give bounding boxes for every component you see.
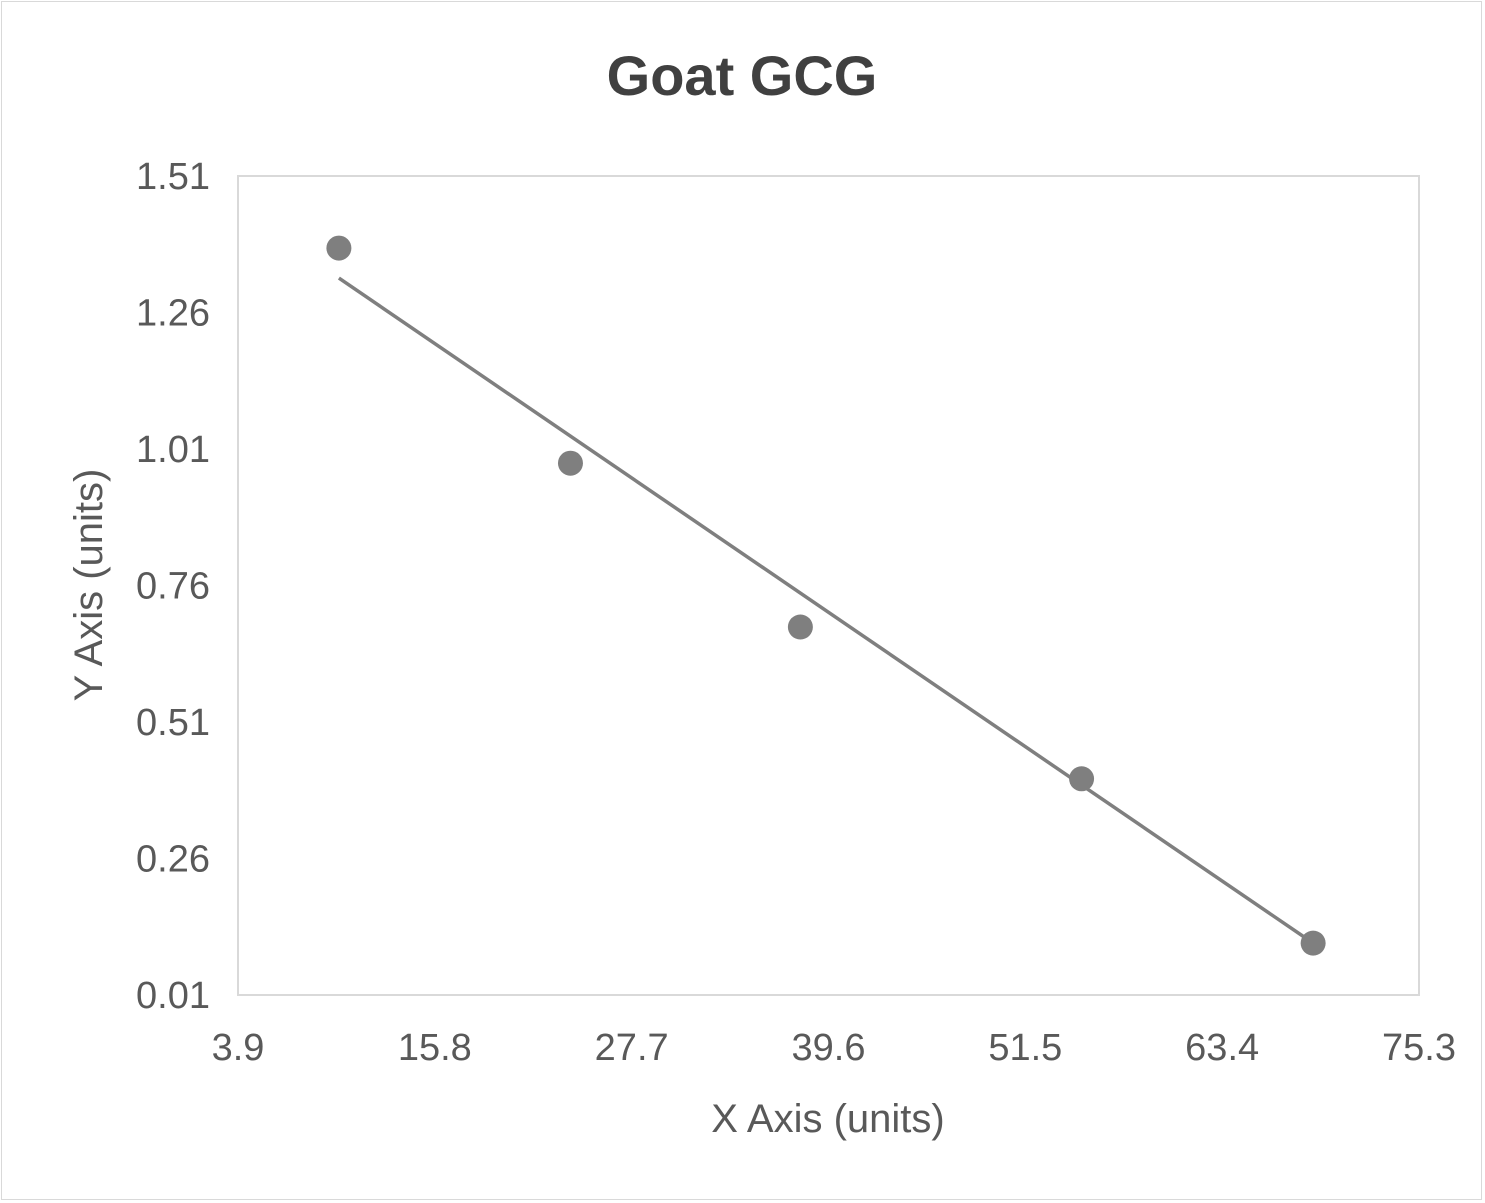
y-tick-label: 1.51 [136,156,210,198]
x-tick-label: 3.9 [212,1027,265,1069]
data-point [1300,930,1326,956]
data-point [787,614,813,640]
y-tick-label: 0.26 [136,839,210,881]
x-axis-label: X Axis (units) [711,1097,944,1141]
y-tick-label: 0.76 [136,566,210,608]
y-tick-label: 1.01 [136,429,210,471]
x-tick-label: 63.4 [1185,1027,1259,1069]
chart-title: Goat GCG [607,44,878,107]
y-tick-label: 0.01 [136,975,210,1017]
y-tick-label: 0.51 [136,702,210,744]
x-tick-label: 15.8 [398,1027,472,1069]
x-tick-label: 27.7 [595,1027,669,1069]
data-point [326,235,352,261]
x-tick-label: 39.6 [792,1027,866,1069]
x-tick-label: 75.3 [1382,1027,1456,1069]
data-point [1069,766,1095,792]
y-axis-label: Y Axis (units) [67,469,111,702]
y-tick-label: 1.26 [136,293,210,335]
plot-area [237,175,1420,996]
trendline [337,276,1315,945]
x-tick-label: 51.5 [988,1027,1062,1069]
data-point [557,450,583,476]
